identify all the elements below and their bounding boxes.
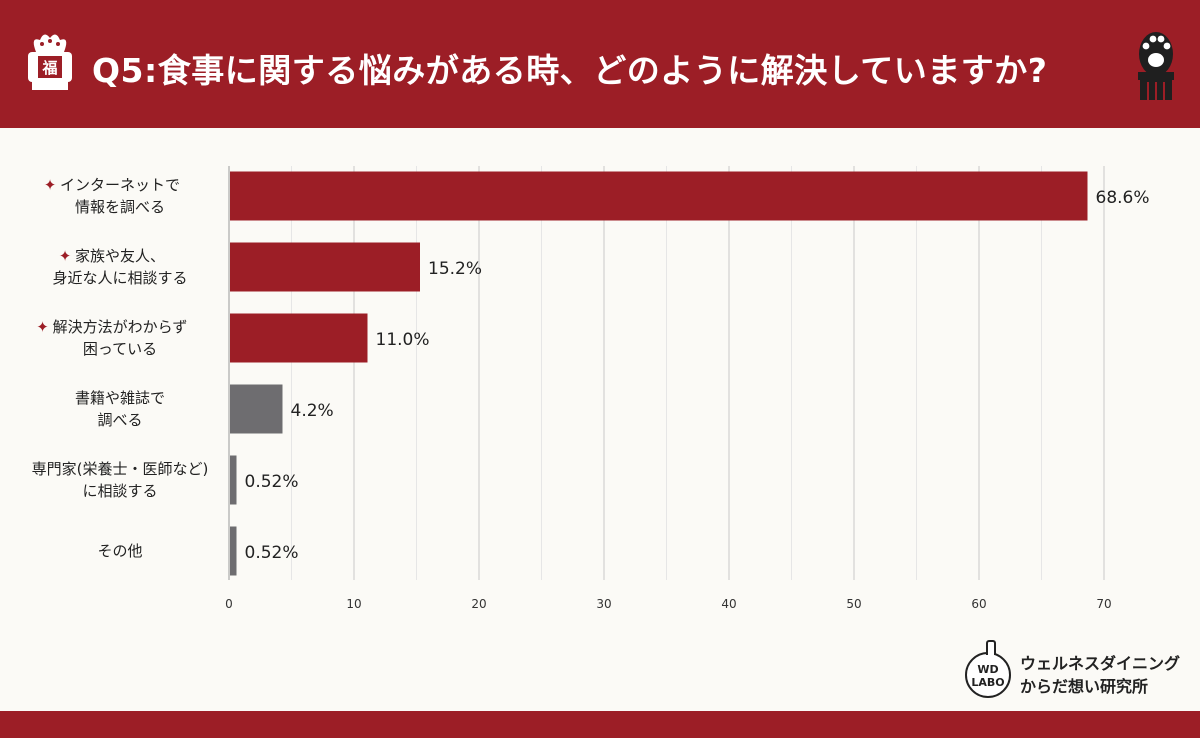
bar: [230, 242, 420, 292]
data-label: 0.52%: [245, 543, 299, 563]
brand-signature: WD LABO ウェルネスダイニング からだ想い研究所: [965, 640, 1190, 700]
lucky-bag-icon: 福: [28, 34, 72, 90]
x-tick-label: 20: [471, 597, 486, 611]
bar: [230, 313, 368, 363]
data-label: 68.6%: [1096, 188, 1150, 208]
svg-text:福: 福: [41, 59, 57, 77]
x-tick-label: 50: [846, 597, 861, 611]
category-label: 家族や友人、: [75, 247, 165, 265]
category-label: 情報を調べる: [75, 198, 165, 216]
bar: [230, 384, 283, 434]
wd-labo-logo: WD LABO: [965, 640, 1011, 698]
x-tick-label: 30: [596, 597, 611, 611]
x-tick-label: 60: [971, 597, 986, 611]
brand-name-line2: からだ想い研究所: [1020, 677, 1149, 696]
bar: [230, 526, 237, 576]
page-title: Q5:食事に関する悩みがある時、どのように解決していますか?: [92, 51, 1048, 90]
footer-band: [0, 711, 1200, 738]
data-label: 0.52%: [245, 472, 299, 492]
data-label: 15.2%: [428, 259, 482, 279]
title-banner: 福 Q5:食事に関する悩みがある時、どのように解決していますか?: [0, 0, 1200, 128]
category-label: 身近な人に相談する: [52, 269, 187, 287]
highlight-marker: ✦: [44, 176, 57, 194]
beckoning-cat-paw-icon: [1138, 32, 1174, 100]
category-label: 専門家(栄養士・医師など): [32, 460, 209, 478]
x-tick-label: 40: [721, 597, 736, 611]
data-label: 4.2%: [291, 401, 334, 421]
bar: [230, 455, 237, 505]
category-label: 解決方法がわからず: [53, 318, 188, 336]
x-tick-label: 10: [346, 597, 361, 611]
category-label: インターネットで: [60, 176, 180, 194]
brand-name: ウェルネスダイニング からだ想い研究所: [1020, 652, 1180, 698]
data-label: 11.0%: [376, 330, 430, 350]
highlight-marker: ✦: [59, 247, 72, 265]
highlight-marker: ✦: [36, 318, 49, 336]
category-label: 調べる: [97, 411, 142, 429]
bar: [230, 171, 1088, 221]
category-label: に相談する: [82, 482, 157, 500]
x-tick-label: 70: [1096, 597, 1111, 611]
x-tick-label: 0: [225, 597, 233, 611]
category-label: 困っている: [83, 340, 157, 358]
brand-name-line1: ウェルネスダイニング: [1020, 654, 1181, 673]
category-label: その他: [97, 542, 142, 560]
category-label: 書籍や雑誌で: [75, 389, 165, 407]
